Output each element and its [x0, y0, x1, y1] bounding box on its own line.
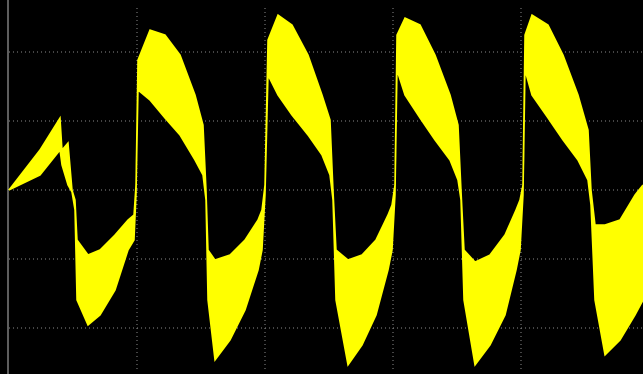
- signal-band: [9, 15, 643, 365]
- signal-envelope: [8, 13, 643, 263]
- signal-envelope: [8, 69, 643, 367]
